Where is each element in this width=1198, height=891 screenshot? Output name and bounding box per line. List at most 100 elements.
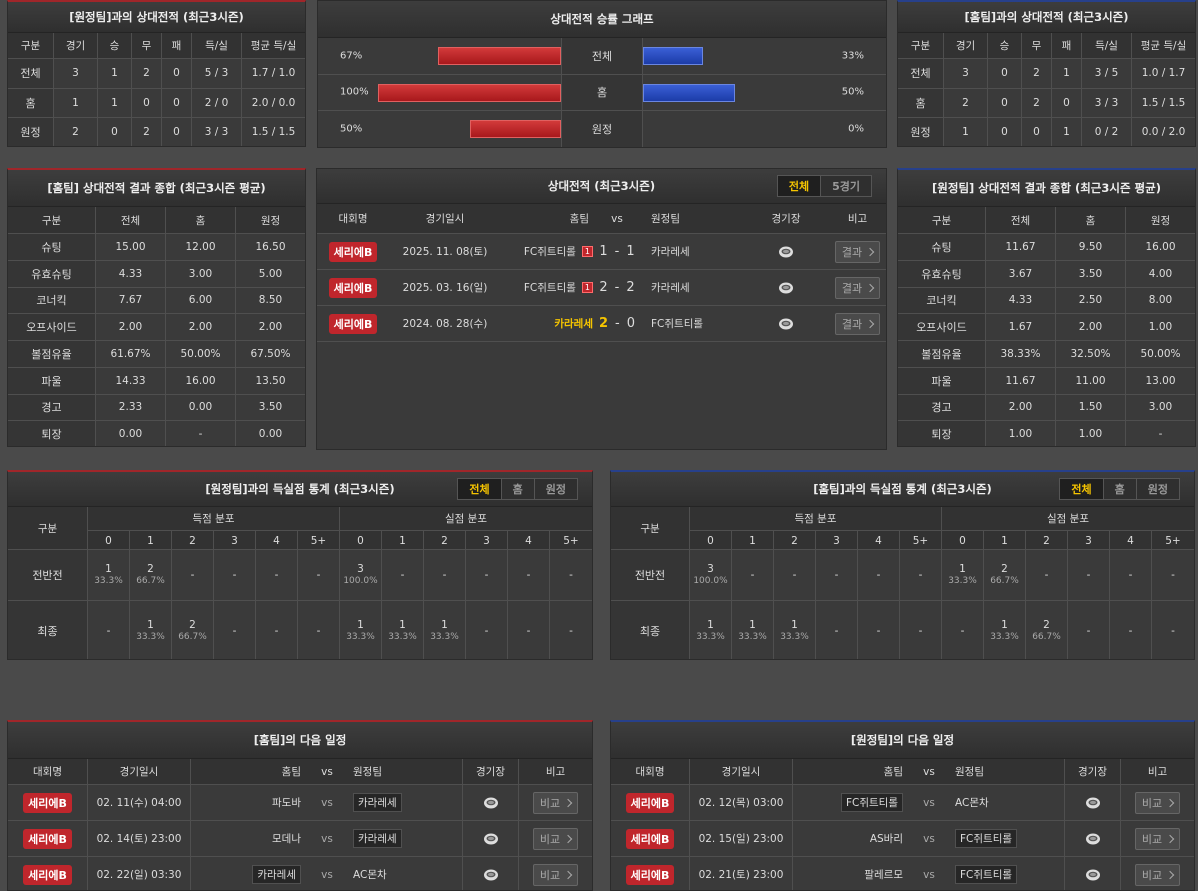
- row-label: 파울: [8, 367, 96, 394]
- stat-value: 8.00: [1148, 294, 1173, 307]
- stat-value: 4.33: [96, 260, 166, 287]
- league-cell: 세리에B: [317, 270, 389, 305]
- column-header: 홈: [166, 207, 236, 233]
- bucket-row: 0 1 2 3 4 5+ 0 1 2 3 4 5+: [690, 531, 1194, 550]
- stat-value: 1.00: [986, 421, 1056, 446]
- away-team: FC쥐트티롤: [955, 829, 1018, 848]
- row-label: 파울: [898, 367, 986, 394]
- away-cell: FC쥐트티롤: [641, 306, 741, 341]
- goal-cell: 2 66.7%: [1026, 601, 1068, 659]
- bucket-header: 5+: [1165, 534, 1181, 547]
- action-button[interactable]: 비교: [532, 791, 579, 814]
- stadium-cell: [463, 821, 519, 856]
- away-rate-bar: [643, 47, 704, 65]
- tab[interactable]: 원정: [545, 483, 566, 496]
- tab[interactable]: 전체: [1060, 479, 1104, 499]
- match-date: 2024. 08. 28(수): [402, 318, 488, 330]
- column-header: vs: [611, 212, 623, 225]
- bucket-header: 0: [340, 531, 382, 550]
- bucket-header: 2: [424, 531, 466, 550]
- header-row: 대회명 경기일시 홈팀 vs 원정팀 경기장 비고: [611, 759, 1194, 785]
- tab[interactable]: 전체: [458, 479, 502, 499]
- tab[interactable]: 5경기: [832, 180, 860, 193]
- stat-value: 5 / 3: [192, 59, 242, 88]
- column-header: 대회명: [611, 759, 690, 784]
- stat-value: 5.00: [258, 267, 283, 280]
- stat-value: 11.00: [1056, 367, 1126, 394]
- goal-cell: -: [816, 550, 858, 600]
- stat-value: 0: [988, 88, 1022, 117]
- tab[interactable]: 원정: [1147, 483, 1168, 496]
- stadium-icon: [483, 797, 498, 808]
- row-label: 경고: [898, 394, 986, 421]
- goal-count: 1: [959, 563, 966, 575]
- league-cell: 세리에B: [611, 821, 690, 856]
- rank-badge: 1: [581, 282, 593, 293]
- goal-pct: 100.0%: [343, 576, 378, 586]
- goal-cell: 1 33.3%: [942, 550, 984, 600]
- league-badge: 세리에B: [23, 864, 72, 885]
- stat-value: 11.67: [986, 234, 1056, 260]
- stat-value: 32.50%: [1056, 341, 1126, 367]
- action-button[interactable]: 결과: [834, 240, 881, 263]
- group-header: 실점 분포: [445, 513, 487, 525]
- panel-title: [홈팀]의 다음 일정: [8, 722, 592, 759]
- stat-value: 2.00: [96, 314, 166, 340]
- stat-value: 3.00: [166, 260, 236, 287]
- row-label: 경고: [8, 394, 96, 421]
- home-rate-label: 50%: [340, 123, 363, 135]
- header-block: 구분 득점 분포 실점 분포 0 1 2 3 4 5+ 0 1 2 3 4 5+: [611, 507, 1194, 550]
- chevron: [563, 798, 573, 807]
- stadium-cell: [741, 306, 831, 341]
- stat-value: 4.33: [986, 287, 1056, 314]
- action-button[interactable]: 결과: [834, 276, 881, 299]
- goal-cell: -: [858, 601, 900, 659]
- stat-value: 3.50: [1056, 260, 1126, 287]
- panel-title: [원정팀]과의 상대전적 (최근3시즌): [8, 2, 305, 33]
- column-header: 원정팀: [949, 759, 1065, 784]
- stat-value: 1: [1052, 118, 1082, 146]
- goal-cell: -: [900, 601, 942, 659]
- goal-cell: -: [466, 601, 508, 659]
- home-score: 2: [599, 280, 608, 295]
- goal-cell: -: [88, 601, 130, 659]
- tab[interactable]: 전체: [777, 176, 822, 196]
- action-button[interactable]: 비교: [1134, 791, 1181, 814]
- winrate-panel: 상대전적 승률 그래프 67% 전체 33% 100% 홈 50% 50% 원정 0%: [317, 0, 887, 148]
- column-header: 홈팀: [569, 213, 589, 225]
- action-button[interactable]: 결과: [834, 312, 881, 335]
- panel-title: [원정팀]의 다음 일정: [611, 722, 1194, 759]
- column-header: 전체: [96, 207, 166, 233]
- bucket-header: 2: [774, 531, 816, 550]
- action-button[interactable]: 비교: [1134, 863, 1181, 886]
- stat-value: 14.33: [96, 367, 166, 394]
- row-label: 코너킥: [8, 287, 96, 314]
- panel-title: [홈팀]과의 득실점 통계 (최근3시즌) 전체 홈 원정: [611, 472, 1194, 507]
- tab[interactable]: 홈: [1104, 479, 1137, 499]
- goal-pct: 33.3%: [94, 576, 123, 586]
- stat-value: 2.00: [986, 394, 1056, 421]
- tab[interactable]: 홈: [502, 479, 535, 499]
- home-cell: 모데나: [191, 821, 307, 856]
- goal-cell: -: [900, 550, 942, 600]
- action-button[interactable]: 비교: [532, 863, 579, 886]
- stat-value: 0: [162, 118, 192, 146]
- header-right: 득점 분포 실점 분포 0 1 2 3 4 5+ 0 1 2 3 4 5+: [690, 507, 1194, 550]
- bucket-header: 4: [858, 531, 900, 550]
- data-row: 퇴장 0.00-0.00: [8, 421, 305, 446]
- stadium-cell: [741, 270, 831, 305]
- goal-cell: -: [256, 601, 298, 659]
- goal-cell: -: [214, 601, 256, 659]
- goal-row: 최종 1 33.3% 1 33.3% 1 33.3% - - - -1 33.3% 2 66.7% - - -: [611, 601, 1194, 659]
- action-button[interactable]: 비교: [532, 827, 579, 850]
- column-header: vs: [923, 765, 935, 778]
- action-button[interactable]: 비교: [1134, 827, 1181, 850]
- goal-cell: -: [1110, 550, 1152, 600]
- home-rate-label: 67%: [340, 50, 363, 62]
- stat-value: 3: [54, 59, 98, 88]
- button-label: 결과: [841, 281, 863, 295]
- button-label: 결과: [841, 317, 863, 331]
- match-date: 2025. 03. 16(일): [402, 282, 488, 294]
